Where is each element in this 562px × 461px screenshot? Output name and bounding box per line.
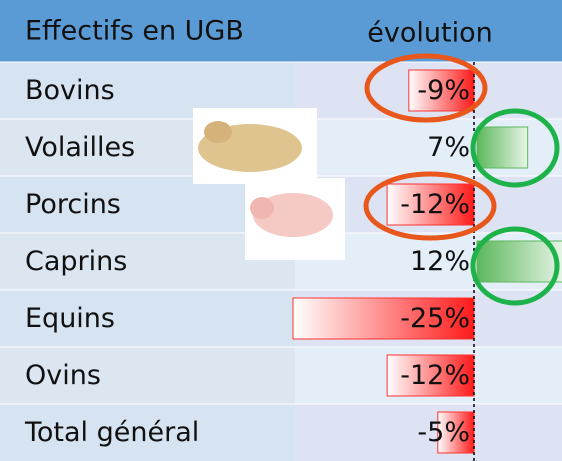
header-value: évolution	[367, 18, 492, 49]
data-bar	[476, 126, 529, 169]
orange-circle	[363, 171, 497, 241]
row-value: -12%	[400, 360, 470, 391]
label-cell	[0, 290, 295, 347]
row-value: -25%	[400, 303, 470, 334]
pig-head	[250, 197, 274, 219]
data-bar	[386, 354, 475, 397]
row-label: Ovins	[25, 360, 101, 391]
row-label: Equins	[25, 303, 115, 334]
data-bar	[437, 411, 475, 454]
row-label: Bovins	[25, 75, 115, 106]
row-value: -9%	[417, 75, 470, 106]
row-value: -12%	[400, 189, 470, 220]
row-label: Caprins	[25, 246, 127, 277]
row-value: -5%	[417, 417, 470, 448]
row-label: Porcins	[25, 189, 121, 220]
orange-circle	[364, 53, 488, 123]
data-bar	[408, 69, 475, 112]
value-cell	[295, 404, 562, 461]
row-label: Volailles	[25, 132, 135, 163]
header-band	[0, 0, 562, 62]
data-bar	[292, 297, 475, 340]
green-circle	[470, 226, 560, 306]
row-label: Total général	[24, 417, 199, 448]
decorations	[193, 53, 560, 306]
chicken-leg	[204, 121, 232, 143]
header-label: Effectifs en UGB	[25, 16, 244, 47]
data-bar	[386, 183, 475, 226]
label-cell	[0, 404, 295, 461]
row-value: 12%	[410, 246, 470, 277]
data-bar	[476, 240, 562, 283]
label-cell	[0, 347, 295, 404]
green-circle	[470, 108, 560, 188]
row-value: 7%	[427, 132, 470, 163]
